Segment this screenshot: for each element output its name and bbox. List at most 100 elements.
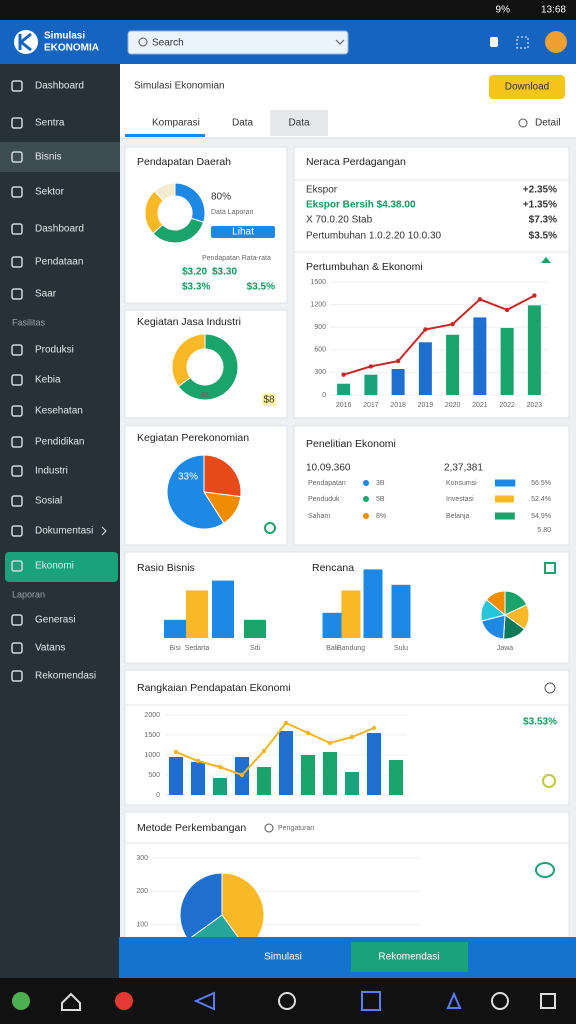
card-title: Metode Perkembangan (137, 822, 246, 834)
bar (212, 580, 234, 638)
nav-item[interactable]: Kebia (35, 375, 61, 386)
avatar[interactable] (545, 31, 567, 53)
data-label: $3 (201, 392, 209, 399)
nav-icon[interactable] (491, 992, 509, 1010)
data-label: $8 (263, 395, 275, 406)
back-button[interactable] (193, 991, 215, 1011)
bar (527, 305, 541, 395)
nav-item[interactable]: Rekomendasi (35, 671, 96, 682)
annotation: $3.53% (523, 717, 557, 728)
nav-item[interactable]: Vatans (35, 643, 65, 654)
tab[interactable]: Komparasi (152, 118, 200, 129)
recommend-button[interactable] (351, 942, 468, 972)
nav-icon[interactable] (446, 991, 462, 1009)
tab[interactable]: Data (288, 118, 310, 129)
nav-icon (11, 495, 23, 507)
nav-icon (11, 560, 23, 572)
nav-item[interactable]: Sentra (35, 118, 65, 129)
nav-item[interactable]: Saar (35, 289, 57, 300)
bar (364, 374, 378, 395)
bar (323, 752, 337, 795)
bar (391, 584, 411, 638)
nav-item[interactable]: Produksi (35, 345, 74, 356)
data-label: 52.4% (531, 496, 551, 503)
nav-icon[interactable] (12, 992, 30, 1010)
dot (363, 513, 369, 519)
row-value: +1.35% (523, 200, 557, 211)
search-placeholder[interactable]: Search (152, 38, 184, 49)
option-label[interactable]: Pengaturan (278, 825, 314, 832)
radio[interactable] (264, 823, 274, 833)
row-label: Penduduk (308, 496, 340, 503)
nav-icon (11, 670, 23, 682)
nav-icon[interactable] (540, 993, 556, 1009)
nav-item[interactable]: Dashboard (35, 224, 84, 235)
notify-icon[interactable] (490, 37, 498, 47)
nav-icon[interactable] (115, 992, 133, 1010)
search-box[interactable] (127, 30, 349, 55)
bar (418, 342, 432, 395)
button[interactable] (211, 226, 275, 238)
point (371, 725, 377, 731)
chart-title: Pertumbuhan & Ekonomi (306, 261, 423, 273)
caption: Pendapatan Rata-rata (202, 255, 271, 262)
bar (345, 772, 359, 795)
point (368, 364, 374, 369)
point (349, 734, 355, 740)
nav-icon (11, 436, 23, 448)
tab[interactable]: Data (232, 118, 254, 129)
slice (166, 454, 225, 530)
clock-icon (544, 682, 556, 694)
nav-item[interactable]: Ekonomi (35, 561, 74, 572)
nav-section: Laporan (12, 589, 45, 599)
nav-item[interactable]: Dashboard (35, 81, 84, 92)
nav-icon (11, 525, 23, 537)
home-circle[interactable] (278, 992, 296, 1010)
nav-item[interactable]: Sektor (35, 187, 65, 198)
expand-icon[interactable] (544, 562, 556, 574)
button-label[interactable]: Lihat (232, 227, 254, 238)
stat: $3.30 (212, 267, 237, 278)
row-label: X 70.0.20 Stab (306, 215, 373, 226)
button-label[interactable]: Download (505, 82, 549, 93)
point (341, 372, 346, 377)
apps-icon[interactable] (516, 36, 529, 49)
nav-icon (11, 614, 23, 626)
card-title: Kegiatan Perekonomian (137, 432, 249, 444)
download-button[interactable] (489, 75, 565, 99)
nav-item[interactable]: Dokumentasi (35, 526, 93, 537)
nav-icon (11, 288, 23, 300)
card-title: Neraca Perdagangan (306, 156, 406, 168)
nav-icon (11, 151, 23, 163)
nav-item[interactable]: Industri (35, 466, 68, 477)
bar (186, 590, 208, 638)
bar (279, 731, 293, 795)
slice (485, 590, 506, 617)
y-tick-label: 1500 (310, 279, 326, 286)
nav-item[interactable]: Sosial (35, 496, 62, 507)
y-tick-label: 300 (136, 855, 148, 862)
line (343, 294, 535, 376)
line (175, 721, 375, 777)
home-button[interactable] (61, 992, 81, 1011)
button-label[interactable]: Rekomendasi (378, 952, 439, 963)
brand: EKONOMIA (44, 43, 99, 54)
x-tick-label: 2019 (418, 402, 434, 409)
nav-item[interactable]: Generasi (35, 615, 76, 626)
point (504, 307, 510, 313)
link[interactable]: Detail (535, 118, 561, 129)
card (293, 425, 570, 546)
row-label: Ekspor Bersih $4.38.00 (306, 200, 416, 211)
nav-icon (11, 80, 23, 92)
row-value: $3.5% (529, 231, 557, 242)
sidebar-hover (0, 142, 120, 172)
nav-item[interactable]: Kesehatan (35, 406, 83, 417)
nav-item[interactable]: Bisnis (35, 152, 62, 163)
nav-icon (11, 344, 23, 356)
recents-button[interactable] (361, 991, 381, 1011)
x-tick-label: 2017 (363, 402, 379, 409)
nav-item[interactable]: Pendidikan (35, 437, 84, 448)
nav-item[interactable]: Pendataan (35, 257, 83, 268)
nav-bar (0, 978, 576, 1024)
status-bar (0, 0, 576, 20)
